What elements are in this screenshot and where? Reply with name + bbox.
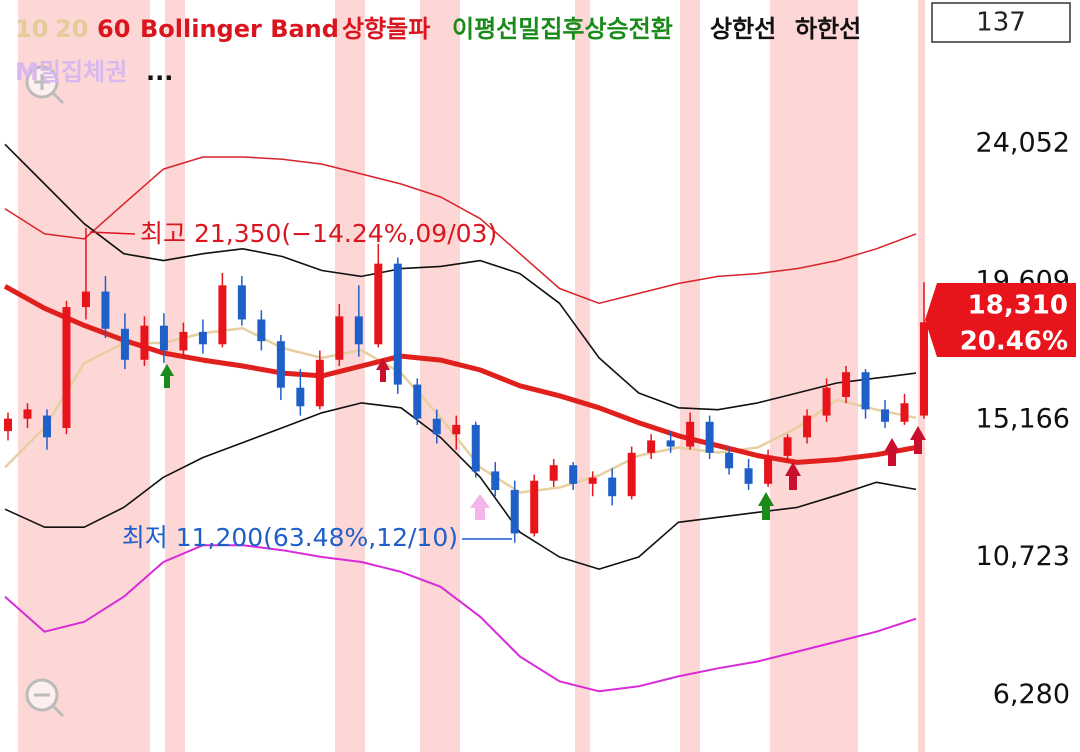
annotation-leader xyxy=(89,231,136,235)
candle-body xyxy=(491,471,500,491)
line xyxy=(4,143,917,411)
candle-body xyxy=(471,424,480,472)
candle-body xyxy=(159,325,168,351)
candle-body xyxy=(549,465,558,481)
price-label: 18,310 xyxy=(968,291,1068,321)
candle-body xyxy=(783,437,792,456)
candle-body xyxy=(432,418,441,435)
candle-body xyxy=(393,263,402,385)
candle-body xyxy=(881,409,890,422)
counter: 137 xyxy=(976,8,1026,38)
candle-body xyxy=(510,490,519,534)
header-item: 이평선밀집후상승전환 xyxy=(452,15,673,43)
candle-body xyxy=(354,316,363,345)
header-item: 하한선 xyxy=(795,15,861,43)
candle-body xyxy=(101,291,110,329)
candle-body xyxy=(744,468,753,484)
signal-arrows xyxy=(160,358,926,520)
candle-body xyxy=(335,316,344,360)
header-item: 60 xyxy=(97,15,130,43)
change-label: 20.46% xyxy=(960,327,1068,357)
candle-body xyxy=(803,415,812,438)
y-tick-label: 24,052 xyxy=(976,128,1070,159)
candle-body xyxy=(140,325,149,360)
header-item: 상한선 xyxy=(710,15,776,43)
candle-body xyxy=(23,409,32,419)
candle-body xyxy=(237,285,246,320)
header-second: M밀집체권 xyxy=(15,58,127,86)
candle-body xyxy=(569,465,578,484)
candle-body xyxy=(608,477,617,497)
header-item: 20 xyxy=(55,15,88,43)
header-item: 10 xyxy=(15,15,48,43)
line xyxy=(4,544,917,693)
candle-body xyxy=(452,424,461,435)
line xyxy=(4,326,917,494)
candle-body xyxy=(666,440,675,447)
candle-body xyxy=(198,331,207,345)
candle-body xyxy=(413,384,422,419)
candle-body xyxy=(920,322,928,416)
candle-body xyxy=(861,372,870,410)
candle-body xyxy=(900,403,909,422)
candle-body xyxy=(647,440,656,453)
candle-body xyxy=(842,372,851,397)
counter-box xyxy=(931,2,1071,43)
y-tick-label: 10,723 xyxy=(976,541,1070,572)
zoom-out[interactable] xyxy=(25,678,65,718)
candle-body xyxy=(705,421,714,453)
candle-body xyxy=(686,421,695,447)
candle-body xyxy=(276,341,285,388)
y-tick-label: 6,280 xyxy=(993,679,1070,710)
candle-body xyxy=(315,359,324,407)
candle-body xyxy=(296,387,305,407)
candle-body xyxy=(764,455,773,484)
candle-body xyxy=(627,452,636,497)
candle-body xyxy=(374,263,383,345)
candle-body xyxy=(179,331,188,351)
annotation-low: 최저 11,200(63.48%,12/10) xyxy=(122,523,458,552)
candle-body xyxy=(218,285,227,345)
price-badge xyxy=(925,283,1076,357)
candle-body xyxy=(42,415,51,438)
line xyxy=(4,156,917,305)
candle-body xyxy=(822,387,831,416)
candle-body xyxy=(257,319,266,342)
annotation-high: 최고 21,350(−14.24%,09/03) xyxy=(140,219,497,248)
header-item: 상향돌파 xyxy=(342,15,430,43)
header-more: ... xyxy=(146,58,173,86)
candle-body xyxy=(120,328,129,360)
candle-body xyxy=(725,452,734,469)
candle-body xyxy=(62,307,71,428)
candle-body xyxy=(81,291,90,308)
y-tick-label: 15,166 xyxy=(976,403,1070,434)
candle-body xyxy=(530,480,539,534)
candle-body xyxy=(588,477,597,484)
zoom-in[interactable] xyxy=(25,65,65,105)
header-item: Bollinger Band xyxy=(140,15,339,43)
candle-body xyxy=(4,418,12,432)
highlight-bands xyxy=(18,0,925,752)
